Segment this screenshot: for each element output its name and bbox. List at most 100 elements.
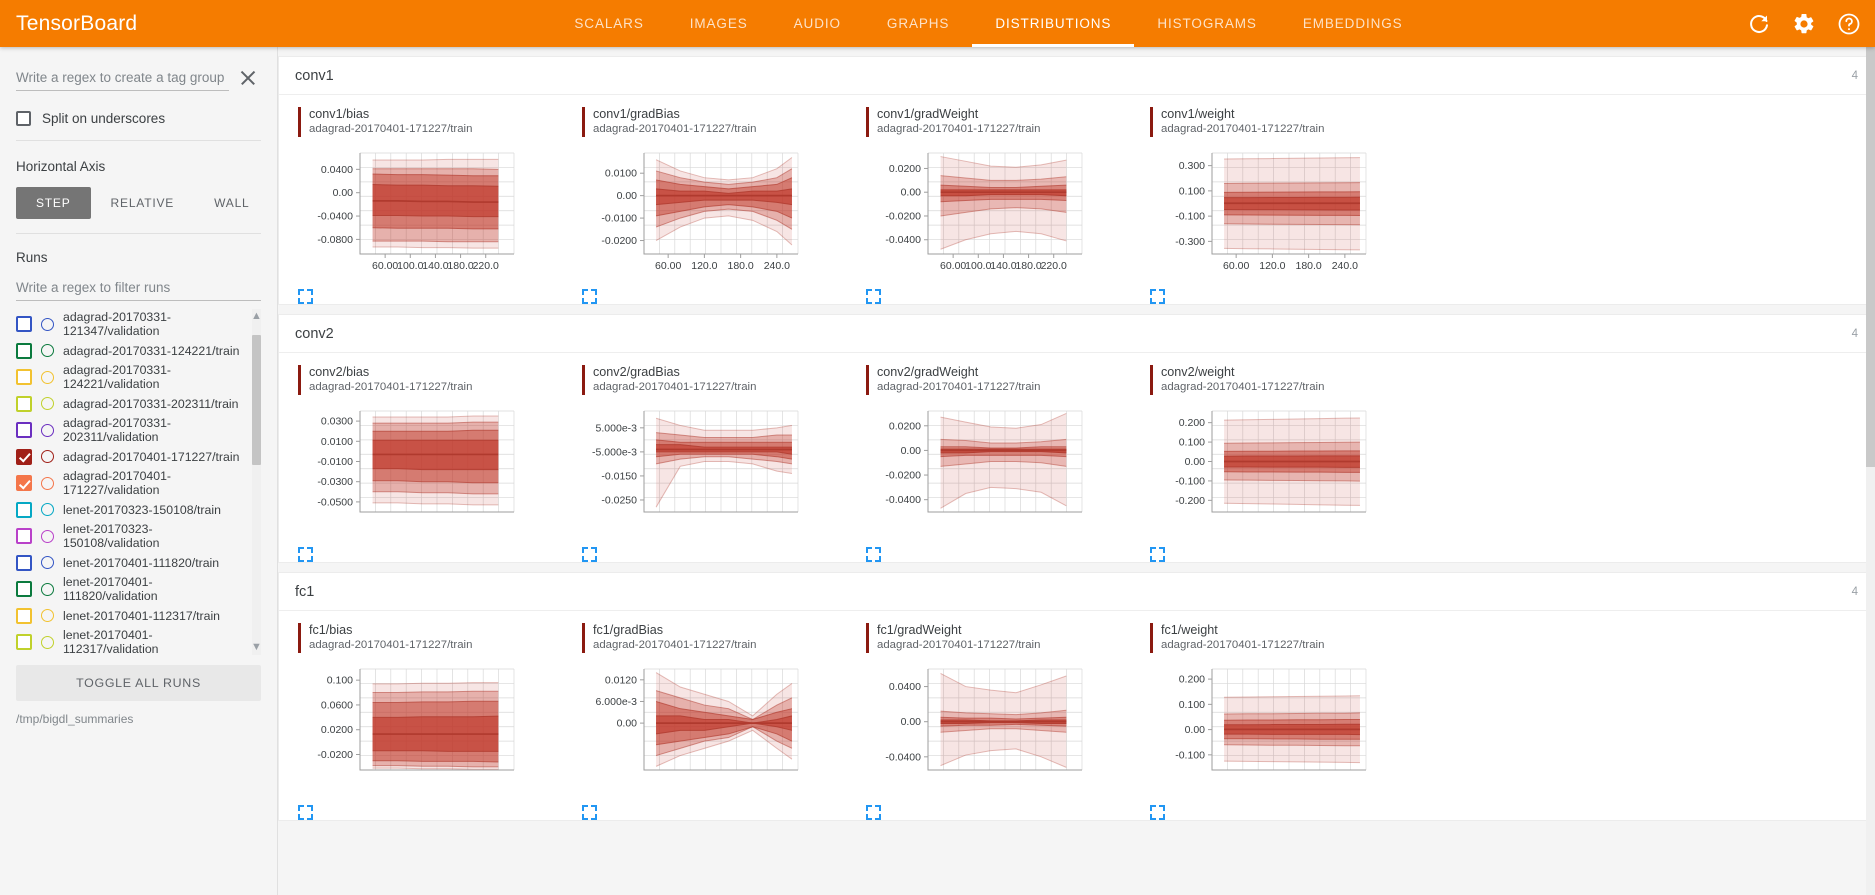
- tab-distributions[interactable]: DISTRIBUTIONS: [972, 0, 1135, 47]
- y-axis-tick-label: -0.0150: [601, 470, 637, 482]
- axis-option-relative[interactable]: RELATIVE: [110, 196, 175, 210]
- run-color-circle-icon[interactable]: [41, 423, 54, 437]
- distribution-plot[interactable]: 0.0400 0.00 -0.0400: [866, 661, 1088, 796]
- tag-group-header[interactable]: conv2 4: [279, 315, 1874, 353]
- run-item[interactable]: lenet-20170323-150108/train: [16, 498, 247, 521]
- run-color-circle-icon[interactable]: [41, 397, 54, 410]
- run-item[interactable]: adagrad-20170401-171227/train: [16, 445, 247, 468]
- scroll-down-arrow-icon[interactable]: ▼: [251, 641, 261, 653]
- run-checkbox[interactable]: [16, 316, 32, 332]
- expand-icon[interactable]: [582, 289, 597, 304]
- tab-images[interactable]: IMAGES: [689, 16, 748, 31]
- runs-filter-input[interactable]: [16, 278, 261, 301]
- run-checkbox[interactable]: [16, 448, 32, 465]
- expand-icon[interactable]: [298, 805, 313, 820]
- run-checkbox[interactable]: [16, 581, 32, 597]
- run-color-circle-icon[interactable]: [41, 370, 54, 384]
- runs-scrollbar[interactable]: ▲ ▼: [251, 309, 261, 655]
- axis-option-wall[interactable]: WALL: [214, 196, 250, 210]
- run-item[interactable]: lenet-20170323-150108/validation: [16, 521, 247, 551]
- distribution-band-edge: [940, 156, 1067, 168]
- distribution-plot[interactable]: 0.0120 6.000e-3 0.00: [582, 661, 804, 796]
- content-scrollbar-thumb[interactable]: [1866, 47, 1875, 467]
- run-color-circle-icon[interactable]: [41, 582, 54, 596]
- run-checkbox[interactable]: [16, 607, 32, 624]
- runs-scrollbar-thumb[interactable]: [252, 335, 261, 465]
- run-checkbox[interactable]: [16, 395, 32, 412]
- run-checkbox[interactable]: [16, 554, 32, 571]
- gear-icon[interactable]: [1792, 12, 1816, 36]
- distribution-plot[interactable]: 0.0200 0.00 -0.0200 -0.0400 60.00100.0140.01…: [866, 145, 1088, 280]
- run-color-circle-icon[interactable]: [41, 529, 54, 543]
- run-color-circle-icon[interactable]: [41, 344, 54, 357]
- expand-icon[interactable]: [1150, 289, 1165, 304]
- tag-group-header[interactable]: conv1 4: [279, 57, 1874, 95]
- run-item[interactable]: lenet-20170401-111820/train: [16, 551, 247, 574]
- run-checkbox[interactable]: [16, 342, 32, 359]
- distribution-plot[interactable]: 0.200 0.100 0.00 -0.100: [1150, 661, 1372, 796]
- tag-group-input[interactable]: [16, 68, 229, 91]
- chart-run-label: adagrad-20170401-171227/train: [877, 381, 1041, 393]
- close-icon[interactable]: [235, 65, 261, 91]
- expand-icon[interactable]: [1150, 547, 1165, 562]
- run-item[interactable]: lenet-20170401-112317/train: [16, 604, 247, 627]
- distribution-plot[interactable]: 0.0100 0.00 -0.0100 -0.0200 60.00 120.0 180.0 2…: [582, 145, 804, 280]
- tab-audio[interactable]: AUDIO: [793, 16, 841, 31]
- expand-icon[interactable]: [866, 547, 881, 562]
- run-checkbox[interactable]: [16, 369, 32, 385]
- distribution-plot[interactable]: 5.000e-3 -5.000e-3 -0.0150 -0.0250: [582, 403, 804, 538]
- run-checkbox[interactable]: [16, 422, 32, 438]
- distribution-plot[interactable]: 0.300 0.100 -0.100 -0.300 60.00 120.0 180.0 240…: [1150, 145, 1372, 280]
- split-on-underscores-checkbox[interactable]: [16, 111, 31, 126]
- run-color-circle-icon[interactable]: [41, 503, 54, 516]
- refresh-icon[interactable]: [1747, 12, 1771, 36]
- run-color-circle-icon[interactable]: [41, 609, 54, 622]
- expand-icon[interactable]: [582, 547, 597, 562]
- distribution-band: [656, 188, 792, 205]
- plot-axis-lines: [1211, 153, 1366, 255]
- content-scrollbar[interactable]: [1866, 47, 1875, 895]
- run-item[interactable]: lenet-20170401-112317/validation: [16, 627, 247, 655]
- scroll-up-arrow-icon[interactable]: ▲: [251, 310, 261, 322]
- distribution-plot[interactable]: 0.200 0.100 0.00 -0.100 -0.200: [1150, 403, 1372, 538]
- run-checkbox[interactable]: [16, 501, 32, 518]
- distribution-plot[interactable]: 0.0400 0.00 -0.0400 -0.0800 60.00100.0140.01…: [298, 145, 520, 280]
- x-axis-tick-label: 180.0: [727, 260, 753, 272]
- distribution-plot[interactable]: 0.100 0.0600 0.0200 -0.0200: [298, 661, 520, 796]
- run-item[interactable]: lenet-20170401-111820/validation: [16, 574, 247, 604]
- run-checkbox[interactable]: [16, 528, 32, 544]
- run-item[interactable]: adagrad-20170331-124221/train: [16, 339, 247, 362]
- run-item[interactable]: adagrad-20170331-121347/validation: [16, 309, 247, 339]
- y-axis-tick-label: -0.0200: [601, 235, 637, 247]
- expand-icon[interactable]: [1150, 805, 1165, 820]
- expand-icon[interactable]: [866, 289, 881, 304]
- run-item[interactable]: adagrad-20170331-202311/validation: [16, 415, 247, 445]
- run-checkbox[interactable]: [16, 475, 32, 491]
- distribution-plot[interactable]: 0.0300 0.0100 -0.0100 -0.0300 -0.0500: [298, 403, 520, 538]
- run-checkbox[interactable]: [16, 634, 32, 650]
- run-item[interactable]: adagrad-20170331-124221/validation: [16, 362, 247, 392]
- run-color-circle-icon[interactable]: [41, 476, 54, 490]
- split-on-underscores-label: Split on underscores: [42, 111, 166, 126]
- split-on-underscores-row[interactable]: Split on underscores: [16, 111, 261, 126]
- expand-icon[interactable]: [298, 547, 313, 562]
- run-color-circle-icon[interactable]: [41, 317, 54, 331]
- expand-icon[interactable]: [582, 805, 597, 820]
- run-item[interactable]: adagrad-20170401-171227/validation: [16, 468, 247, 498]
- tag-group-header[interactable]: fc1 4: [279, 573, 1874, 611]
- expand-icon[interactable]: [298, 289, 313, 304]
- run-color-circle-icon[interactable]: [41, 556, 54, 569]
- expand-icon[interactable]: [866, 805, 881, 820]
- run-color-circle-icon[interactable]: [41, 635, 54, 649]
- run-color-circle-icon[interactable]: [41, 450, 54, 463]
- distribution-band-edge: [940, 413, 1067, 429]
- tab-scalars[interactable]: SCALARS: [574, 16, 644, 31]
- tab-graphs[interactable]: GRAPHS: [886, 16, 950, 31]
- distribution-plot[interactable]: 0.0200 0.00 -0.0200 -0.0400: [866, 403, 1088, 538]
- run-item[interactable]: adagrad-20170331-202311/train: [16, 392, 247, 415]
- help-icon[interactable]: [1837, 12, 1861, 36]
- tab-embeddings[interactable]: EMBEDDINGS: [1302, 16, 1403, 31]
- axis-option-step[interactable]: STEP: [16, 187, 91, 219]
- tab-histograms[interactable]: HISTOGRAMS: [1157, 16, 1257, 31]
- toggle-all-runs-button[interactable]: TOGGLE ALL RUNS: [16, 665, 261, 701]
